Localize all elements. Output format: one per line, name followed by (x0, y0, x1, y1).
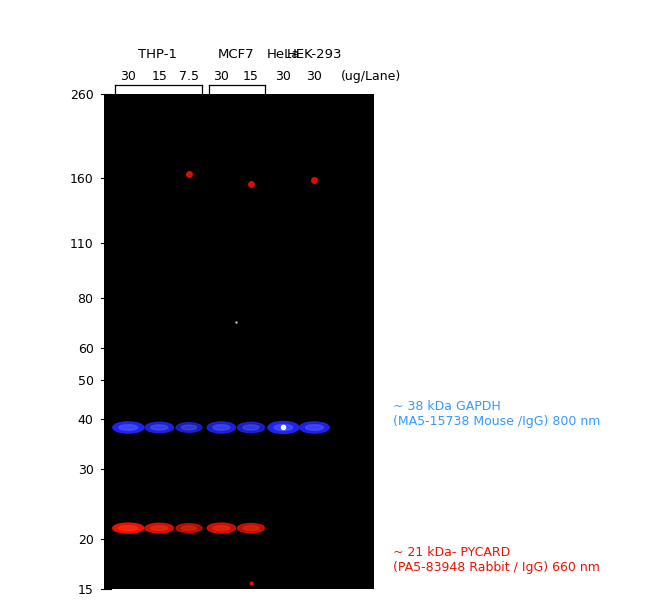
Ellipse shape (207, 422, 235, 433)
Text: 7.5: 7.5 (179, 70, 199, 83)
Ellipse shape (300, 422, 330, 433)
Text: ~ 38 kDa GAPDH: ~ 38 kDa GAPDH (393, 400, 501, 413)
Ellipse shape (306, 425, 323, 430)
Text: HEK-293: HEK-293 (287, 48, 342, 61)
Ellipse shape (181, 526, 197, 531)
Ellipse shape (145, 523, 174, 533)
Text: THP-1: THP-1 (138, 48, 177, 61)
Ellipse shape (274, 424, 292, 430)
Ellipse shape (181, 425, 197, 430)
Ellipse shape (176, 524, 202, 532)
Ellipse shape (119, 526, 138, 531)
Text: 30: 30 (306, 70, 322, 83)
Ellipse shape (112, 422, 144, 433)
Ellipse shape (213, 425, 230, 430)
Ellipse shape (145, 422, 174, 433)
Ellipse shape (243, 526, 259, 531)
Text: (ug/Lane): (ug/Lane) (341, 70, 400, 83)
Ellipse shape (237, 422, 265, 433)
Text: 30: 30 (213, 70, 229, 83)
Text: MCF7: MCF7 (218, 48, 255, 61)
Text: (MA5-15738 Mouse /IgG) 800 nm: (MA5-15738 Mouse /IgG) 800 nm (393, 415, 601, 428)
Ellipse shape (151, 425, 168, 430)
Text: 15: 15 (243, 70, 259, 83)
Text: 15: 15 (151, 70, 167, 83)
Text: (PA5-83948 Rabbit / IgG) 660 nm: (PA5-83948 Rabbit / IgG) 660 nm (393, 561, 600, 574)
Ellipse shape (119, 425, 138, 430)
Text: 30: 30 (120, 70, 136, 83)
Ellipse shape (243, 425, 259, 430)
Ellipse shape (268, 421, 299, 433)
Ellipse shape (207, 523, 235, 533)
Ellipse shape (213, 526, 230, 531)
Text: HeLa: HeLa (266, 48, 300, 61)
Ellipse shape (176, 422, 202, 432)
Text: ~ 21 kDa- PYCARD: ~ 21 kDa- PYCARD (393, 546, 510, 559)
Ellipse shape (112, 523, 144, 533)
Ellipse shape (237, 523, 265, 533)
Ellipse shape (151, 526, 168, 531)
Text: 30: 30 (276, 70, 291, 83)
